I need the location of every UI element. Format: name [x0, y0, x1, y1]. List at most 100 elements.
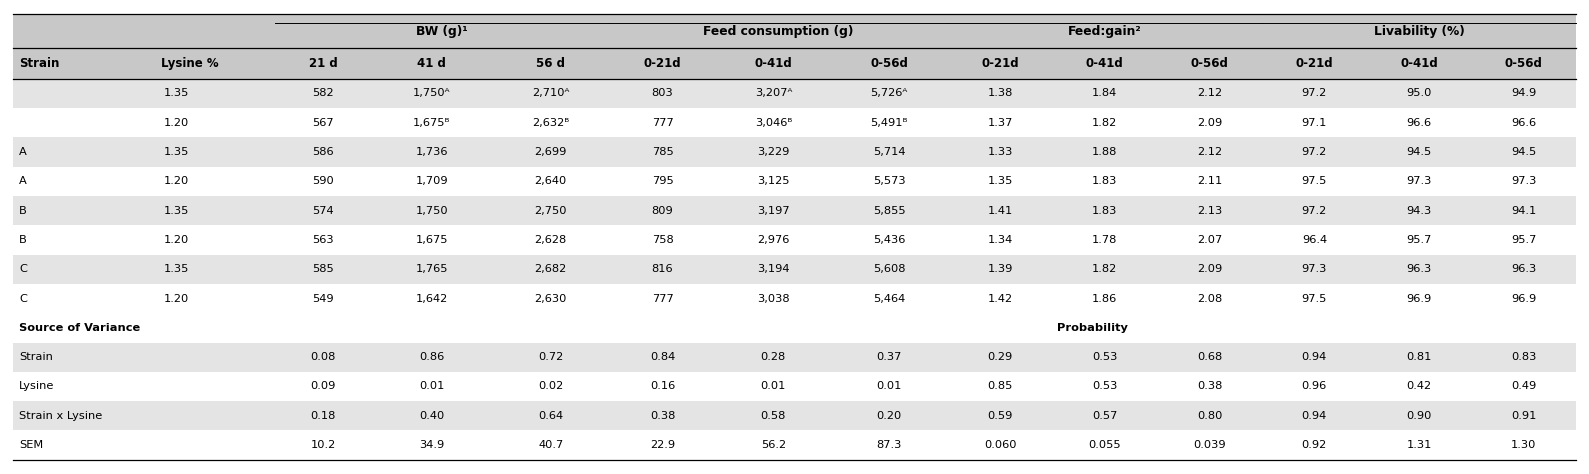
Text: 2.13: 2.13 [1197, 206, 1222, 216]
Text: 0.38: 0.38 [1197, 382, 1222, 392]
Text: 94.3: 94.3 [1406, 206, 1432, 216]
Text: 2,682: 2,682 [534, 264, 567, 274]
Text: 2,640: 2,640 [534, 176, 567, 186]
Text: 0.53: 0.53 [1092, 382, 1117, 392]
Text: C: C [19, 264, 27, 274]
Text: 2.07: 2.07 [1197, 235, 1222, 245]
Text: 0.58: 0.58 [761, 411, 787, 421]
Text: 1.82: 1.82 [1092, 118, 1117, 128]
Text: 3,046ᴮ: 3,046ᴮ [755, 118, 791, 128]
Text: 96.6: 96.6 [1406, 118, 1432, 128]
Text: 0-56d: 0-56d [1190, 57, 1228, 70]
Text: 95.7: 95.7 [1406, 235, 1432, 245]
Text: 97.5: 97.5 [1301, 293, 1327, 303]
Text: 2,630: 2,630 [534, 293, 567, 303]
Text: 0.29: 0.29 [987, 352, 1012, 362]
Text: 1.20: 1.20 [164, 118, 189, 128]
Text: 5,436: 5,436 [872, 235, 906, 245]
Text: 0.53: 0.53 [1092, 352, 1117, 362]
Text: Feed consumption (g): Feed consumption (g) [704, 25, 853, 37]
Text: 1.31: 1.31 [1406, 440, 1432, 450]
Text: 0.01: 0.01 [761, 382, 787, 392]
Text: 0-21d: 0-21d [644, 57, 682, 70]
Text: 3,194: 3,194 [756, 264, 790, 274]
Text: 758: 758 [651, 235, 674, 245]
Text: 0.01: 0.01 [877, 382, 903, 392]
Text: 0.83: 0.83 [1511, 352, 1537, 362]
Text: 803: 803 [651, 88, 674, 99]
Text: 0.16: 0.16 [650, 382, 675, 392]
Text: 41 d: 41 d [418, 57, 447, 70]
Text: 0.42: 0.42 [1406, 382, 1432, 392]
Text: 0-41d: 0-41d [755, 57, 793, 70]
Text: 585: 585 [311, 264, 334, 274]
Text: Lysine %: Lysine % [160, 57, 219, 70]
Text: 2.09: 2.09 [1197, 264, 1222, 274]
Text: 590: 590 [311, 176, 334, 186]
Text: 1,750ᴬ: 1,750ᴬ [413, 88, 451, 99]
Bar [13, 343, 1576, 372]
Text: 2.12: 2.12 [1197, 88, 1222, 99]
Text: 1.35: 1.35 [164, 264, 189, 274]
Text: 777: 777 [651, 118, 674, 128]
Text: 1,675ᴮ: 1,675ᴮ [413, 118, 451, 128]
Text: 0.18: 0.18 [310, 411, 335, 421]
Text: 1.20: 1.20 [164, 176, 189, 186]
Text: SEM: SEM [19, 440, 43, 450]
Text: 1.78: 1.78 [1092, 235, 1117, 245]
Text: 94.9: 94.9 [1511, 88, 1537, 99]
Text: 0.86: 0.86 [419, 352, 445, 362]
Text: 97.3: 97.3 [1406, 176, 1432, 186]
Text: 574: 574 [311, 206, 334, 216]
Text: 0.96: 0.96 [1301, 382, 1327, 392]
Text: 1.35: 1.35 [987, 176, 1012, 186]
Text: 0.37: 0.37 [877, 352, 903, 362]
Bar [13, 284, 1576, 313]
Text: 0.060: 0.060 [984, 440, 1017, 450]
Text: 0.90: 0.90 [1406, 411, 1432, 421]
Text: 0.81: 0.81 [1406, 352, 1432, 362]
Bar [13, 14, 1576, 48]
Text: 1.84: 1.84 [1092, 88, 1117, 99]
Text: 1.34: 1.34 [987, 235, 1012, 245]
Text: 0.01: 0.01 [419, 382, 445, 392]
Text: 1,765: 1,765 [416, 264, 448, 274]
Text: 94.5: 94.5 [1511, 147, 1537, 157]
Text: 563: 563 [311, 235, 334, 245]
Text: A: A [19, 147, 27, 157]
Text: Strain x Lysine: Strain x Lysine [19, 411, 102, 421]
Text: 0.055: 0.055 [1088, 440, 1122, 450]
Text: Lysine: Lysine [19, 382, 54, 392]
Text: 96.3: 96.3 [1406, 264, 1432, 274]
Text: 2,699: 2,699 [534, 147, 567, 157]
Bar [13, 79, 1576, 108]
Text: 582: 582 [311, 88, 334, 99]
Text: Feed:gain²: Feed:gain² [1068, 25, 1141, 37]
Text: B: B [19, 235, 27, 245]
Text: 0.57: 0.57 [1092, 411, 1117, 421]
Text: 0.85: 0.85 [987, 382, 1012, 392]
Text: 3,207ᴬ: 3,207ᴬ [755, 88, 791, 99]
Bar [13, 196, 1576, 225]
Text: 816: 816 [651, 264, 674, 274]
Text: 1.38: 1.38 [987, 88, 1012, 99]
Text: 1.39: 1.39 [987, 264, 1012, 274]
Text: 1,709: 1,709 [415, 176, 448, 186]
Text: B: B [19, 206, 27, 216]
Text: 2.09: 2.09 [1197, 118, 1222, 128]
Text: 0-56d: 0-56d [1505, 57, 1543, 70]
Text: 5,608: 5,608 [872, 264, 906, 274]
Text: 1.20: 1.20 [164, 293, 189, 303]
Text: 97.1: 97.1 [1301, 118, 1327, 128]
Text: BW (g)¹: BW (g)¹ [416, 25, 467, 37]
Text: 96.6: 96.6 [1511, 118, 1537, 128]
Text: 3,229: 3,229 [756, 147, 790, 157]
Text: 3,125: 3,125 [756, 176, 790, 186]
Bar [13, 430, 1576, 460]
Text: 785: 785 [651, 147, 674, 157]
Text: 97.2: 97.2 [1301, 147, 1327, 157]
Bar [13, 225, 1576, 255]
Text: Strain: Strain [19, 352, 52, 362]
Text: Livability (%): Livability (%) [1374, 25, 1465, 37]
Text: 97.2: 97.2 [1301, 88, 1327, 99]
